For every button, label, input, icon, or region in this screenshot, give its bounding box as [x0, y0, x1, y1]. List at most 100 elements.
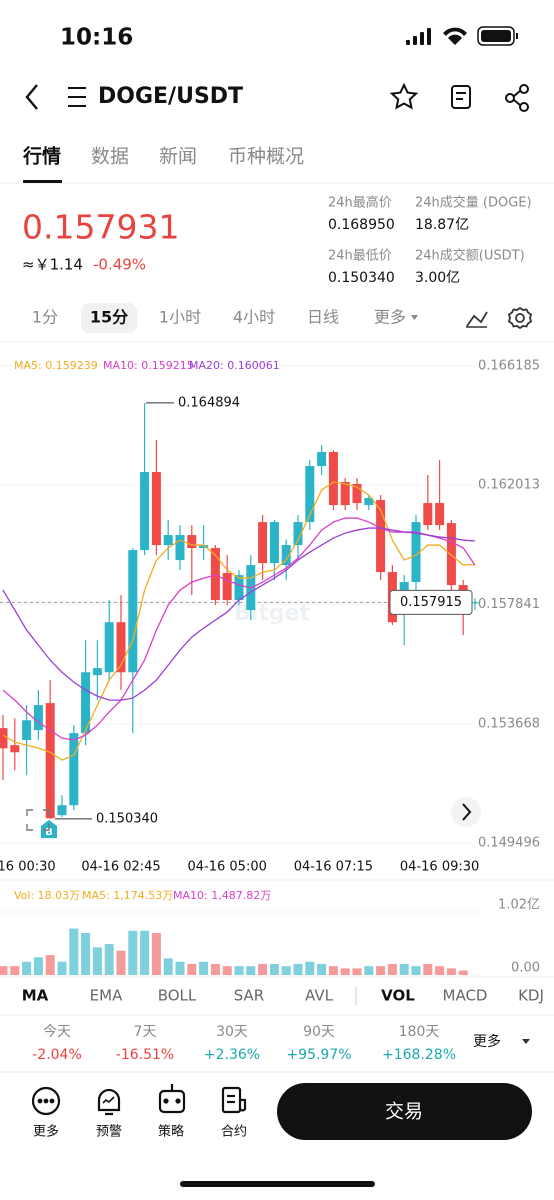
- volume-bar: [317, 963, 327, 975]
- bottom-item[interactable]: 合约: [221, 1125, 247, 1140]
- performance-more[interactable]: 更多: [473, 1033, 501, 1050]
- tab[interactable]: 行情: [22, 145, 61, 168]
- candle-body: [293, 522, 303, 546]
- buy-marker: B: [45, 827, 53, 838]
- price-change: -0.49%: [93, 256, 146, 274]
- candle-body: [22, 720, 32, 740]
- stat-label: 24h成交量 (DOGE): [415, 195, 532, 211]
- share-button[interactable]: [505, 84, 529, 112]
- candle-body: [81, 672, 91, 734]
- candle-body: [352, 483, 362, 504]
- volume-bar: [199, 961, 209, 975]
- performance-label: 7天: [134, 1024, 157, 1040]
- interval-tab[interactable]: 4小时: [233, 308, 275, 327]
- indicator-tab[interactable]: KDJ: [518, 987, 544, 1005]
- performance-value: -16.51%: [116, 1047, 174, 1063]
- performance-value: +95.97%: [286, 1047, 351, 1063]
- indicator-tab[interactable]: BOLL: [158, 987, 197, 1005]
- candle-body: [281, 545, 291, 566]
- volume-bar: [57, 961, 67, 975]
- candle-body: [57, 805, 67, 816]
- performance-label: 90天: [303, 1024, 335, 1040]
- last-price-box[interactable]: [389, 589, 473, 615]
- status-time: 10:16: [60, 25, 133, 51]
- interval-tab[interactable]: 1小时: [159, 308, 201, 327]
- candle-body: [234, 575, 244, 601]
- bottom-item[interactable]: 策略: [158, 1124, 184, 1140]
- notes-button[interactable]: [451, 85, 471, 109]
- interval-tab[interactable]: 1分: [32, 308, 58, 327]
- status-icons: [406, 26, 518, 46]
- indicator-tab[interactable]: SAR: [234, 987, 264, 1005]
- volume-bar: [92, 947, 102, 975]
- indicator-tabs: MA EMA BOLL SAR AVL VOL MACD KDJ: [22, 987, 544, 1005]
- scroll-right-button[interactable]: [451, 797, 481, 827]
- pair-title: DOGE/USDT: [98, 84, 243, 109]
- bottom-item[interactable]: 预警: [96, 1124, 122, 1140]
- scroll-right-arrow: [462, 803, 472, 821]
- high-label: 0.164894: [178, 395, 240, 410]
- volume-bar: [269, 963, 279, 975]
- volume-bar: [435, 966, 445, 975]
- chart-style-button[interactable]: [466, 311, 488, 327]
- volume-chart: 1.02亿 0.00 Vol: 18.03万 MA5: 1,174.53万 MA10: …: [0, 889, 540, 976]
- ma-line: [2, 527, 476, 701]
- tabs: 行情 数据 新闻 币种概况: [22, 145, 304, 168]
- indicator-tab[interactable]: MACD: [443, 987, 488, 1005]
- stat-label: 24h最低价: [328, 249, 392, 264]
- icon-strategy: [158, 1084, 186, 1114]
- price-cny: ≈￥1.14: [22, 256, 83, 274]
- indicator-tab[interactable]: AVL: [305, 987, 334, 1005]
- candle-body: [69, 733, 79, 806]
- x-tick-label: 04-16 02:45: [81, 860, 160, 875]
- volume-bar: [305, 961, 315, 975]
- tab[interactable]: 数据: [91, 146, 129, 168]
- volume-bar: [387, 963, 397, 975]
- interval-tab[interactable]: 日线: [307, 308, 339, 327]
- indicator-tab[interactable]: VOL: [381, 987, 415, 1005]
- candle-body: [199, 545, 209, 549]
- volume-bar: [411, 966, 421, 975]
- volume-bar: [10, 966, 20, 975]
- interval-tab[interactable]: 15分: [90, 308, 128, 327]
- tab[interactable]: 新闻: [159, 146, 197, 168]
- interval-tab[interactable]: 更多: [374, 308, 406, 327]
- volume-legend: MA10: 1,487.82万: [173, 889, 271, 902]
- volume-bar: [128, 930, 138, 975]
- expand-icon[interactable]: [26, 809, 50, 831]
- favorite-button[interactable]: [389, 82, 419, 110]
- volume-bar: [258, 963, 268, 975]
- candle-body: [10, 745, 20, 753]
- trade-button[interactable]: [277, 1083, 532, 1140]
- y-tick-label: 0.166185: [478, 359, 540, 374]
- volume-bar: [293, 963, 303, 975]
- intervals: 1分 15分 1小时 4小时 日线 更多: [32, 308, 418, 327]
- performance: 今天 -2.04% 7天 -16.51% 30天 +2.36% 90天 +95.97% 180天…: [32, 1024, 456, 1063]
- y-tick-label: 1.02亿: [498, 898, 540, 913]
- volume-bar: [446, 968, 456, 975]
- candle-body: [435, 503, 445, 526]
- tab[interactable]: 币种概况: [228, 146, 304, 168]
- back-button[interactable]: [25, 84, 38, 110]
- volume-bar: [104, 944, 114, 975]
- x-tick-label: 04-16 09:30: [400, 860, 479, 875]
- indicator-tab[interactable]: MA: [22, 987, 49, 1005]
- volume-bar: [81, 933, 91, 975]
- performance-label: 30天: [216, 1024, 248, 1040]
- menu-icon[interactable]: [68, 87, 86, 107]
- candle-body: [116, 622, 126, 673]
- candle-body: [376, 500, 386, 573]
- dropdown-caret: [411, 315, 418, 320]
- candle-body: [446, 523, 456, 586]
- performance-value: +168.28%: [382, 1047, 456, 1063]
- volume-bar: [22, 961, 32, 975]
- indicator-tab[interactable]: EMA: [90, 987, 123, 1005]
- candle-body: [411, 522, 421, 583]
- volume-bar: [116, 950, 126, 975]
- stat-value: 0.168950: [328, 217, 395, 233]
- bottom-item[interactable]: 更多: [33, 1124, 59, 1140]
- volume-bar: [281, 966, 291, 975]
- settings-button[interactable]: [507, 306, 533, 330]
- candle-body: [128, 550, 138, 673]
- volume-bar: [328, 966, 338, 975]
